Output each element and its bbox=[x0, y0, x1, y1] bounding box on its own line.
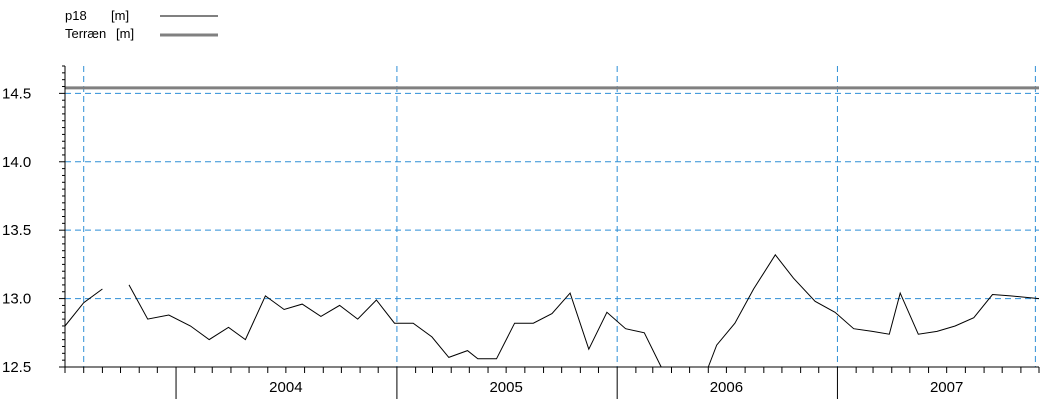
x-year-label: 2005 bbox=[489, 379, 522, 396]
grid bbox=[65, 66, 1039, 367]
p18-series-line bbox=[707, 253, 1040, 368]
y-tick-label: 14.0 bbox=[2, 154, 31, 171]
x-year-label: 2004 bbox=[269, 379, 302, 396]
y-tick-label: 14.5 bbox=[2, 85, 31, 102]
y-tick-label: 13.0 bbox=[2, 291, 31, 308]
x-year-label: 2007 bbox=[930, 379, 963, 396]
x-year-label: 2006 bbox=[710, 379, 743, 396]
p18-series-line bbox=[128, 284, 677, 368]
legend-label-p18-unit: [m] bbox=[111, 8, 129, 23]
y-tick-label: 13.5 bbox=[2, 222, 31, 239]
axes: 12.5 13.0 13.5 14.0 14.5 2004 2005 2006 2007 bbox=[2, 65, 1040, 399]
p18-series-line bbox=[64, 288, 103, 327]
y-tick-label: 12.5 bbox=[2, 359, 31, 376]
legend-label-terraen-unit: [m] bbox=[116, 26, 134, 41]
legend-label-terraen-name: Terræn bbox=[65, 26, 106, 41]
legend: p18 [m] Terræn [m] bbox=[65, 8, 218, 41]
series-lines bbox=[64, 253, 1040, 368]
legend-label-p18-name: p18 bbox=[65, 8, 87, 23]
